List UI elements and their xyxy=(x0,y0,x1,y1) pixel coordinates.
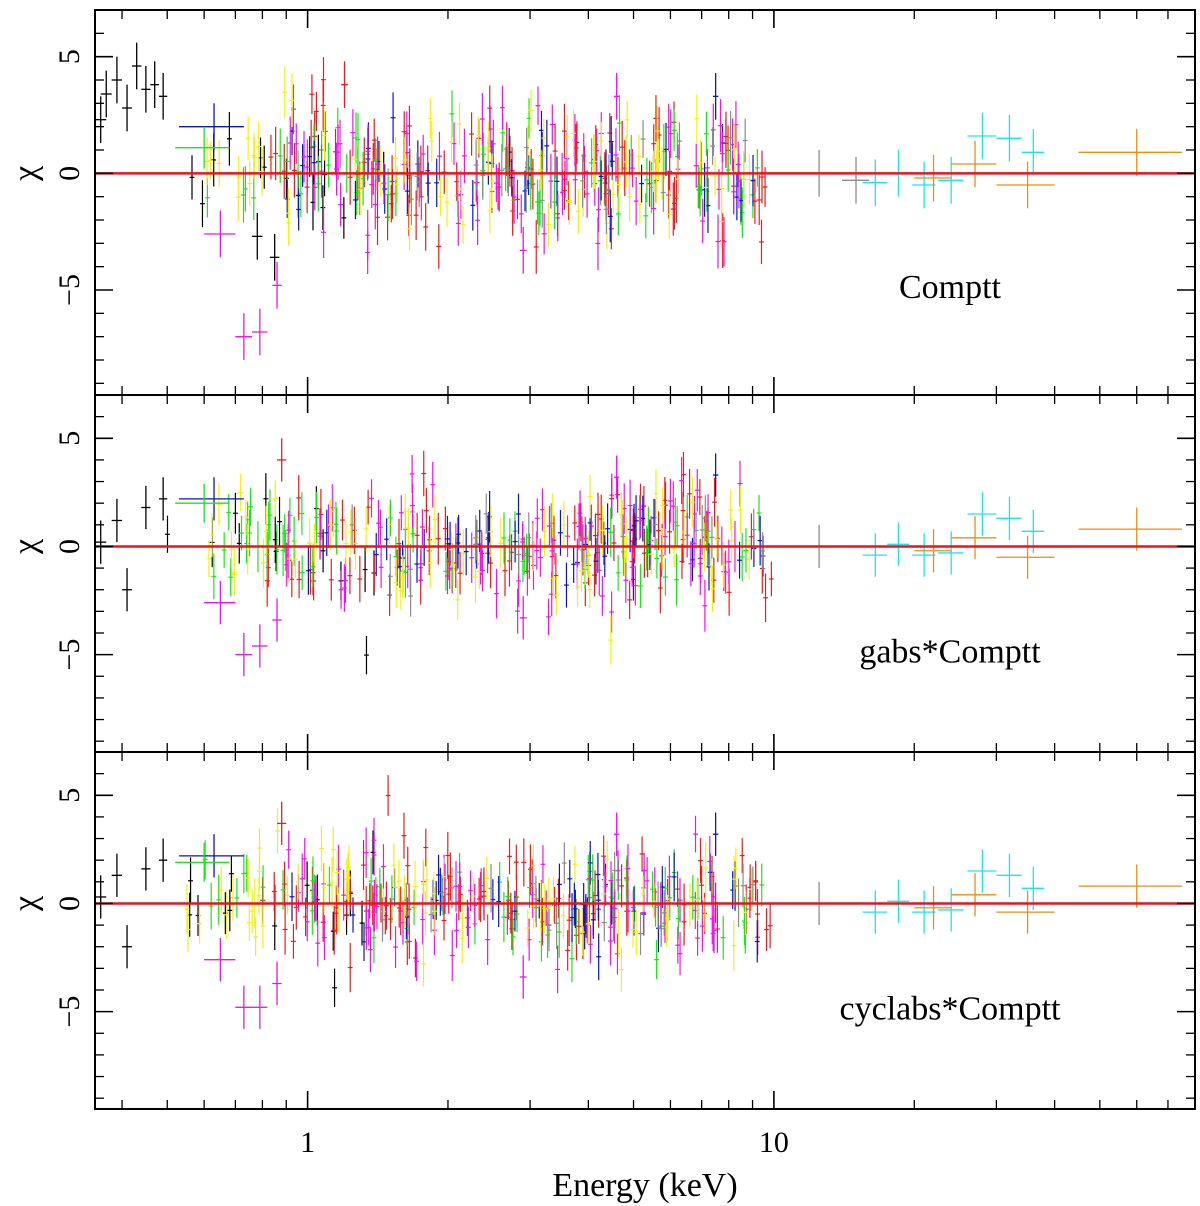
y-axis-label: χ xyxy=(7,166,44,182)
panel-label: cyclabs*Comptt xyxy=(840,990,1062,1027)
y-tick-label: 0 xyxy=(53,539,86,554)
y-axis-label: χ xyxy=(7,896,44,912)
panel-1: 5 0 −5 χ Comptt xyxy=(7,9,1196,396)
panels: 5 0 −5 χ Comptt 5 0 −5 χ gabs*Comptt 5 0 −5 χ cyclabs*… xyxy=(7,9,1196,1110)
y-tick-label: 5 xyxy=(53,49,86,64)
x-tick-label: 10 xyxy=(759,1126,789,1159)
y-tick-label: −5 xyxy=(53,639,86,671)
y-tick-label: 0 xyxy=(53,896,86,911)
panel-3: 5 0 −5 χ cyclabs*Comptt xyxy=(7,751,1196,1110)
x-axis-label: Energy (keV) xyxy=(552,1167,737,1204)
panel-frame xyxy=(94,751,1196,1110)
y-tick-label: 5 xyxy=(53,431,86,446)
panel-label: Comptt xyxy=(899,269,1002,306)
y-axis-label: χ xyxy=(7,539,44,555)
panel-label: gabs*Comptt xyxy=(859,633,1041,670)
data-points xyxy=(95,775,1182,1029)
y-tick-label: −5 xyxy=(53,996,86,1028)
y-tick-label: 0 xyxy=(53,166,86,181)
x-tick-label: 1 xyxy=(300,1126,315,1159)
y-tick-label: 5 xyxy=(53,788,86,803)
panel-2: 5 0 −5 χ gabs*Comptt xyxy=(7,394,1196,753)
y-tick-label: −5 xyxy=(53,274,86,306)
x-tick-labels: 1 10 xyxy=(300,1126,789,1159)
data-points xyxy=(95,42,1182,360)
